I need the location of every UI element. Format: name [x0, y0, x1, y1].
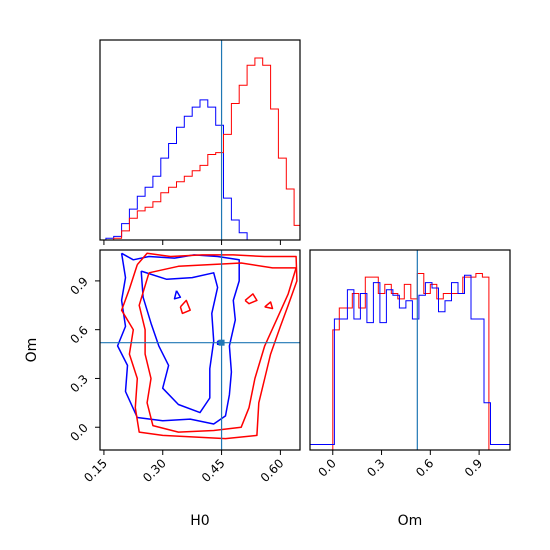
y-axis-label-om: Om	[24, 338, 40, 363]
contour-series-1-level-1	[138, 262, 297, 433]
contour-series-1-level-2	[244, 293, 258, 305]
h0-hist-series-0	[105, 99, 255, 240]
h0-om-contour-panel: 0.15 0.30 0.45 0.60 0.0 0.3 0.6 0.9 H0 Om	[24, 249, 301, 529]
x-axis-label-om: Om	[398, 513, 423, 529]
om-marginal-panel: 0.0 0.3 0.6 0.9 Om	[309, 249, 511, 529]
contour-series-1-level-0	[120, 252, 298, 440]
h0-marginal-panel	[99, 39, 301, 245]
om-ytick-label-1: 0.3	[67, 372, 90, 395]
contour-frame	[99, 249, 301, 451]
contour-series-0-level-2	[173, 290, 182, 300]
contour-series-1-level-4	[179, 299, 191, 315]
h0-marginal-frame	[99, 39, 301, 241]
om-xtick-label-2: 0.6	[413, 456, 436, 479]
contour-series-0-level-1	[140, 270, 219, 414]
h0-xtick-label-2: 0.45	[199, 456, 228, 485]
om-marginal-frame	[309, 249, 511, 451]
contour-series-1-level-3	[264, 301, 274, 310]
h0-xtick-label-3: 0.60	[258, 456, 287, 485]
x-axis-label-h0: H0	[190, 513, 209, 529]
om-ytick-label-2: 0.6	[67, 323, 90, 346]
om-hist-series-1	[310, 274, 510, 445]
h0-xtick-label-0: 0.15	[81, 456, 110, 485]
h0-xtick-label-1: 0.30	[140, 456, 169, 485]
om-xtick-label-3: 0.9	[462, 456, 485, 479]
om-ytick-label-3: 0.9	[67, 274, 90, 297]
om-xtick-label-1: 0.3	[364, 456, 387, 479]
h0-hist-series-1	[113, 57, 300, 240]
om-ytick-label-0: 0.0	[67, 421, 90, 444]
om-xtick-label-0: 0.0	[315, 456, 338, 479]
truth-marker	[218, 339, 225, 346]
